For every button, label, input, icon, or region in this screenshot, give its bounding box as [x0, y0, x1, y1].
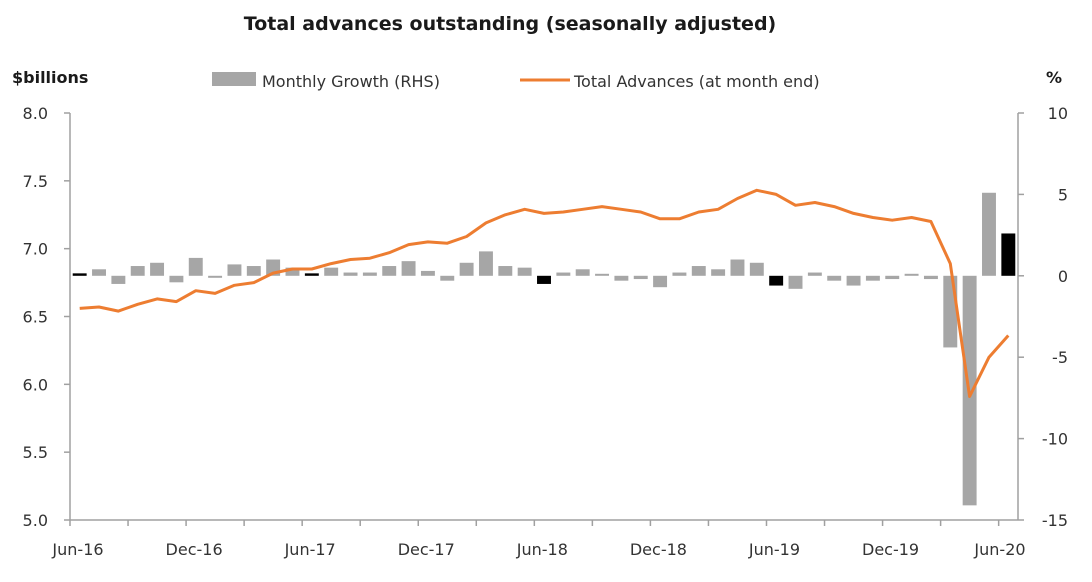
total-advances-line: [79, 188, 1010, 398]
right-tick-label: 0: [1058, 267, 1068, 286]
legend-bar-swatch: [212, 72, 256, 86]
growth-bar: [633, 275, 648, 280]
bars: [72, 192, 1016, 506]
growth-bar: [459, 262, 474, 276]
right-axis-title: %: [1046, 68, 1062, 87]
growth-bar: [208, 275, 223, 278]
growth-bar: [982, 192, 996, 276]
left-tick-label: 6.5: [23, 308, 48, 327]
growth-bar: [478, 251, 493, 276]
growth-bar: [517, 267, 532, 276]
growth-bar: [827, 275, 842, 281]
growth-bar: [188, 257, 203, 276]
growth-bar: [788, 275, 803, 289]
growth-bar: [169, 275, 184, 283]
x-tick-label: Dec-17: [398, 540, 455, 559]
growth-bar: [304, 273, 319, 276]
growth-bar: [440, 275, 455, 281]
growth-bar: [401, 261, 416, 276]
growth-bar: [730, 259, 745, 276]
x-tick-label: Dec-19: [862, 540, 919, 559]
growth-bar: [382, 266, 397, 276]
growth-bar: [324, 267, 339, 276]
growth-bar: [943, 275, 958, 348]
growth-bar: [1001, 233, 1016, 276]
growth-bar: [769, 275, 784, 286]
right-tick-label: 5: [1058, 185, 1068, 204]
x-tick-label: Jun-20: [973, 540, 1025, 559]
growth-bar: [362, 272, 377, 276]
growth-bar: [749, 262, 764, 276]
growth-bar: [556, 272, 571, 276]
growth-bar: [246, 266, 261, 276]
right-tick-label: -15: [1042, 511, 1068, 530]
left-tick-label: 6.0: [23, 375, 48, 394]
left-axis-title: $billions: [12, 68, 88, 87]
growth-bar: [343, 272, 358, 276]
axes: [64, 112, 1024, 526]
growth-bar: [130, 266, 145, 276]
left-tick-label: 5.0: [23, 511, 48, 530]
growth-bar: [537, 275, 551, 284]
growth-bar: [150, 262, 165, 276]
left-tick-label: 8.0: [23, 104, 48, 123]
tick-labels: 8.0 7.5 7.0 6.5 6.0 5.5 5.0 10 5 0 -5 -10 -15 Jun-16 D…: [23, 104, 1068, 559]
left-tick-label: 7.0: [23, 240, 48, 259]
growth-bar: [865, 275, 880, 281]
growth-bar: [904, 273, 919, 276]
growth-bar: [807, 272, 822, 276]
right-tick-label: 10: [1048, 104, 1068, 123]
x-tick-label: Jun-17: [284, 540, 336, 559]
legend-line-label: Total Advances (at month end): [573, 72, 820, 91]
growth-bar: [595, 273, 610, 276]
line-series: [79, 188, 1010, 398]
growth-bar: [614, 275, 629, 281]
x-tick-label: Jun-18: [516, 540, 568, 559]
growth-bar: [575, 269, 590, 276]
legend: Monthly Growth (RHS) Total Advances (at …: [212, 72, 820, 91]
growth-bar: [885, 275, 900, 280]
growth-bar: [285, 267, 300, 276]
x-tick-label: Dec-16: [166, 540, 223, 559]
growth-bar: [653, 275, 668, 288]
growth-bar: [498, 266, 513, 276]
x-tick-label: Jun-19: [748, 540, 800, 559]
growth-bar: [672, 272, 687, 276]
left-tick-label: 5.5: [23, 443, 48, 462]
growth-bar: [227, 264, 242, 276]
growth-bar: [92, 269, 106, 276]
chart-title: Total advances outstanding (seasonally a…: [244, 13, 776, 35]
legend-bar-label: Monthly Growth (RHS): [262, 72, 440, 91]
x-tick-label: Dec-18: [630, 540, 687, 559]
growth-bar: [691, 266, 706, 276]
growth-bar: [923, 275, 938, 280]
growth-bar: [711, 269, 726, 276]
growth-bar: [846, 275, 861, 286]
growth-bar: [420, 270, 435, 276]
growth-bar: [72, 273, 87, 276]
right-tick-label: -5: [1052, 348, 1068, 367]
right-tick-label: -10: [1042, 430, 1068, 449]
x-tick-label: Jun-16: [51, 540, 103, 559]
growth-bar: [111, 275, 126, 284]
left-tick-label: 7.5: [23, 172, 48, 191]
